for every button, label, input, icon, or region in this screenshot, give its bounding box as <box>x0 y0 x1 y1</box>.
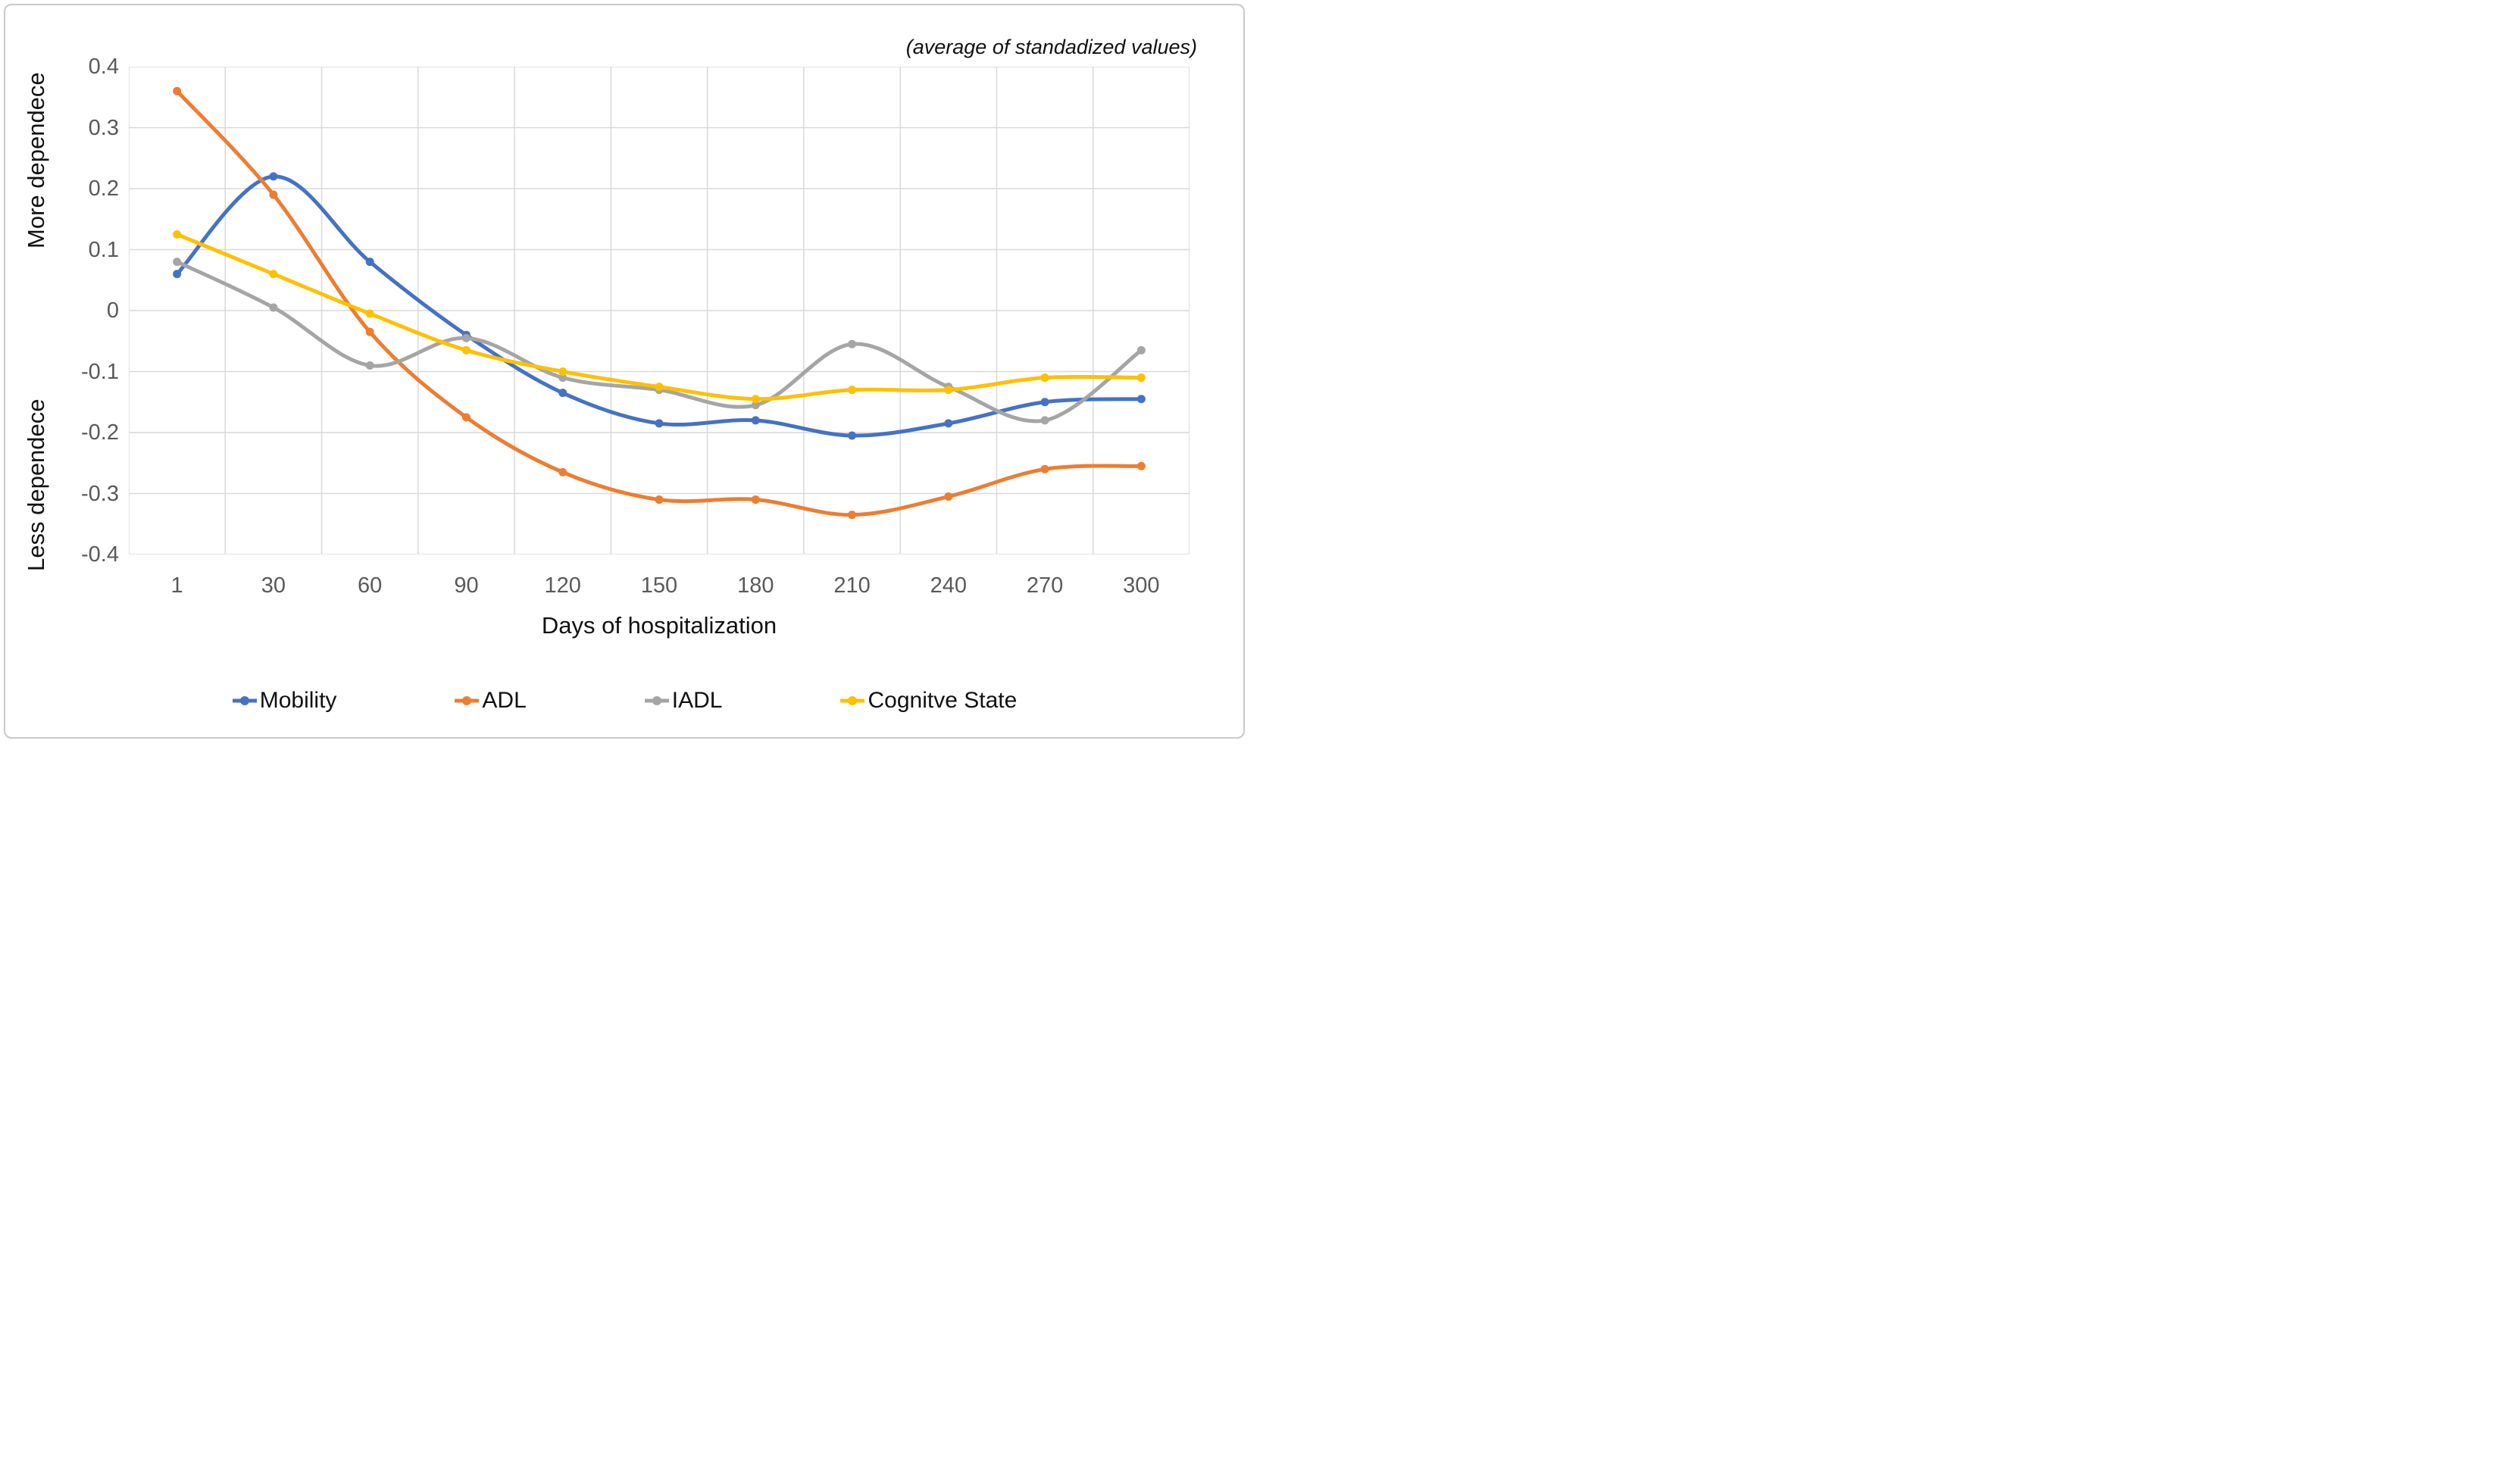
data-point-iadl <box>751 401 760 410</box>
data-point-adl <box>655 495 664 505</box>
data-point-cognitve-state <box>751 395 760 404</box>
x-tick-label: 180 <box>737 573 774 598</box>
data-point-adl <box>944 492 953 501</box>
x-tick-label: 300 <box>1123 573 1160 598</box>
y-tick-label: -0.3 <box>81 481 119 506</box>
legend-label: Cognitve State <box>868 688 1018 713</box>
data-point-mobility <box>944 419 953 428</box>
x-tick-label: 270 <box>1026 573 1064 598</box>
data-point-mobility <box>751 416 760 425</box>
x-axis-title: Days of hospitalization <box>541 612 777 639</box>
legend-label: IADL <box>671 688 723 713</box>
y-tick-label: 0 <box>106 298 119 323</box>
data-point-adl <box>1040 464 1049 473</box>
y-tick-label: -0.4 <box>81 542 119 567</box>
legend-item-mobility: Mobility <box>232 688 337 714</box>
x-tick-label: 60 <box>358 573 383 598</box>
data-point-iadl <box>365 361 374 370</box>
x-tick-label: 120 <box>544 573 581 598</box>
data-point-adl <box>269 190 278 199</box>
x-tick-label: 1 <box>170 573 183 598</box>
legend-marker-icon <box>455 696 480 705</box>
data-point-mobility <box>173 270 182 279</box>
x-tick-label: 210 <box>833 573 871 598</box>
chart-annotation: (average of standadized values) <box>905 36 1197 58</box>
plot-area <box>128 66 1190 558</box>
data-point-cognitve-state <box>944 386 953 395</box>
data-point-adl <box>751 495 760 505</box>
legend-label: Mobility <box>259 688 337 713</box>
legend-marker-icon <box>232 696 257 705</box>
data-point-adl <box>558 467 567 476</box>
data-point-iadl <box>1136 345 1146 355</box>
data-point-mobility <box>1136 395 1146 404</box>
data-point-iadl <box>173 258 182 267</box>
legend-item-iadl: IADL <box>644 688 723 714</box>
legend: Mobility ADL IADL Cognitve State <box>0 688 1249 714</box>
data-point-iadl <box>558 373 567 383</box>
legend-marker-icon <box>644 696 669 705</box>
x-tick-label: 30 <box>261 573 286 598</box>
y-tick-label: 0.4 <box>88 55 119 79</box>
y-tick-label: 0.1 <box>88 237 119 262</box>
series-line-mobility <box>175 174 1143 438</box>
data-point-adl <box>461 413 471 422</box>
y-axis-label-more-dependence: More dependece <box>23 72 49 249</box>
legend-label: ADL <box>482 688 527 713</box>
data-point-adl <box>173 86 182 95</box>
data-point-adl <box>365 327 374 336</box>
data-point-iadl <box>1040 416 1049 425</box>
y-tick-label: 0.3 <box>88 115 119 140</box>
data-point-adl <box>848 511 857 520</box>
x-tick-label: 90 <box>454 573 479 598</box>
chart-canvas: (average of standadized values) More dep… <box>0 0 1249 742</box>
data-point-cognitve-state <box>365 309 374 318</box>
data-point-cognitve-state <box>1136 373 1146 383</box>
data-point-adl <box>1136 461 1146 470</box>
legend-item-cognitve-state: Cognitve State <box>839 688 1017 714</box>
data-point-iadl <box>848 339 857 348</box>
y-tick-label: -0.1 <box>81 359 119 384</box>
series-line-adl <box>175 89 1143 517</box>
y-tick-label: 0.2 <box>88 177 119 201</box>
data-point-cognitve-state <box>558 367 567 376</box>
data-point-iadl <box>269 303 278 312</box>
y-tick-label: -0.2 <box>81 420 119 445</box>
data-point-mobility <box>848 431 857 440</box>
x-tick-label: 150 <box>640 573 678 598</box>
data-point-cognitve-state <box>461 345 471 355</box>
x-tick-label: 240 <box>930 573 967 598</box>
data-point-mobility <box>269 172 278 181</box>
data-point-cognitve-state <box>1040 373 1049 383</box>
data-point-cognitve-state <box>848 386 857 395</box>
legend-item-adl: ADL <box>454 688 527 714</box>
data-point-mobility <box>655 419 664 428</box>
data-point-cognitve-state <box>269 270 278 279</box>
y-axis-label-less-dependence: Less dependece <box>23 398 49 571</box>
data-point-iadl <box>461 333 471 342</box>
data-point-cognitve-state <box>173 230 182 239</box>
plot-svg <box>128 66 1190 555</box>
data-point-cognitve-state <box>655 383 664 392</box>
data-point-mobility <box>1040 398 1049 407</box>
data-point-mobility <box>365 258 374 267</box>
legend-marker-icon <box>840 696 865 705</box>
data-point-mobility <box>558 389 567 398</box>
